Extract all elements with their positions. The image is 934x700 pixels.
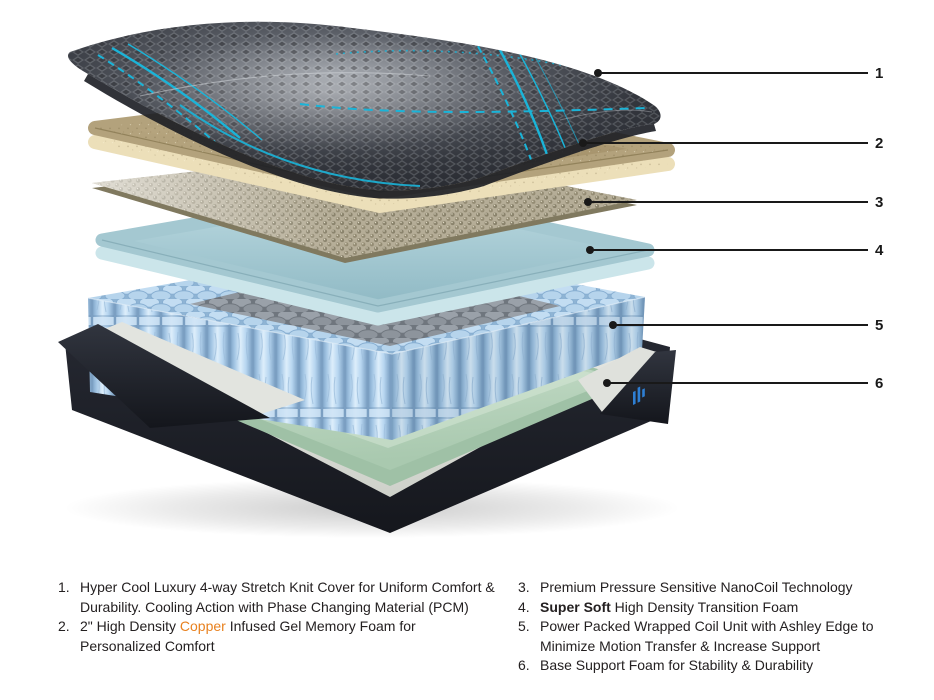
legend-item-number: 5.: [518, 618, 530, 634]
legend-left-column: 1. Hyper Cool Luxury 4-way Stretch Knit …: [58, 578, 526, 656]
callout-dot: [584, 198, 592, 206]
legend-item-3: 3. Premium Pressure Sensitive NanoCoil T…: [518, 578, 918, 598]
legend-item-number: 2.: [58, 618, 70, 634]
callout-line: [615, 324, 868, 326]
legend-right-column: 3. Premium Pressure Sensitive NanoCoil T…: [518, 578, 918, 676]
legend-item-number: 3.: [518, 579, 530, 595]
callout-3: 3: [584, 194, 883, 210]
callout-line: [590, 201, 868, 203]
legend-item-number: 6.: [518, 657, 530, 673]
legend-item-number: 1.: [58, 579, 70, 595]
bold-highlight-text: Super Soft: [540, 598, 611, 615]
callout-dot: [579, 139, 587, 147]
callout-number: 6: [875, 374, 884, 392]
legend-item-text: 2" High Density Copper Infused Gel Memor…: [80, 618, 416, 654]
legend-item-5: 5. Power Packed Wrapped Coil Unit with A…: [518, 617, 918, 656]
legend-item-text: Base Support Foam for Stability & Durabi…: [540, 657, 814, 673]
legend-item-number: 4.: [518, 598, 530, 615]
legend-item-6: 6. Base Support Foam for Stability & Dur…: [518, 656, 918, 676]
callout-number: 2: [875, 134, 884, 152]
callout-number: 5: [875, 316, 884, 334]
ashley-logo-icon: [633, 386, 645, 405]
callout-2: 2: [579, 135, 883, 151]
mattress-illustration: [58, 21, 680, 538]
legend-item-4: 4. Super Soft High Density Transition Fo…: [518, 598, 918, 618]
legend-item-text: Super Soft High Density Transition Foam: [540, 598, 799, 615]
legend-item-text: Hyper Cool Luxury 4-way Stretch Knit Cov…: [80, 579, 495, 615]
callout-5: 5: [609, 317, 883, 333]
copper-highlight-text: Copper: [179, 618, 226, 634]
callout-line: [585, 142, 868, 144]
callout-number: 3: [875, 193, 884, 211]
callout-line: [600, 72, 868, 74]
legend-item-2: 2. 2" High Density Copper Infused Gel Me…: [58, 617, 526, 656]
legend-item-text: Premium Pressure Sensitive NanoCoil Tech…: [540, 579, 853, 595]
callout-4: 4: [586, 242, 883, 258]
callout-number: 1: [875, 64, 884, 82]
callout-1: 1: [594, 65, 883, 81]
callout-6: 6: [603, 375, 883, 391]
callout-dot: [603, 379, 611, 387]
base-left-corner-edge: [58, 322, 305, 428]
callout-number: 4: [875, 241, 884, 259]
base-right-corner-edge: [578, 347, 676, 424]
legend-item-1: 1. Hyper Cool Luxury 4-way Stretch Knit …: [58, 578, 526, 617]
callout-dot: [586, 246, 594, 254]
callout-line: [609, 382, 868, 384]
callout-dot: [609, 321, 617, 329]
callout-dot: [594, 69, 602, 77]
callout-line: [592, 249, 868, 251]
legend-item-text: Power Packed Wrapped Coil Unit with Ashl…: [540, 618, 874, 654]
